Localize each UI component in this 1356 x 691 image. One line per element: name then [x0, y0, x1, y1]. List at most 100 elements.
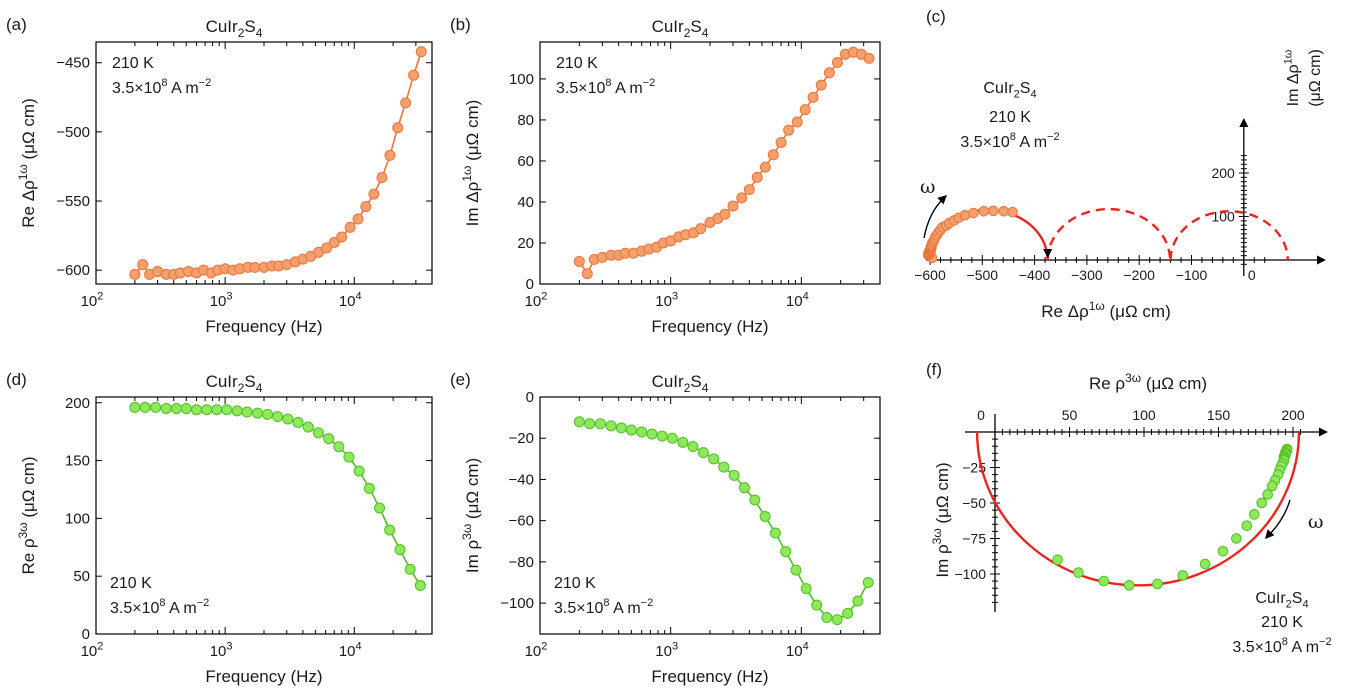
annotation-title: CuIr2S4 — [983, 80, 1036, 100]
data-point — [1248, 509, 1260, 520]
data-point — [211, 404, 223, 416]
x-tick-label: 0 — [977, 407, 985, 423]
x-axis-label: Re Δρ1ω (μΩ cm) — [1041, 299, 1170, 321]
x-axis-label: Frequency (Hz) — [205, 317, 322, 336]
data-point — [323, 433, 335, 445]
data-point — [374, 502, 386, 514]
y-tick-label: −100 — [954, 566, 986, 582]
data-point — [636, 426, 648, 438]
data-point — [408, 69, 420, 81]
data-point — [831, 614, 843, 626]
y-tick-label: −500 — [56, 124, 90, 141]
fit-arc — [926, 208, 1049, 261]
y-tick-label: 100 — [65, 510, 90, 527]
x-tick-label: −100 — [1176, 267, 1208, 283]
data-point — [581, 268, 593, 280]
data-point — [392, 122, 404, 134]
annotation-current-density: 3.5×108 A m−2 — [110, 597, 209, 617]
data-point — [129, 401, 141, 413]
series-line — [134, 406, 422, 586]
panel-label: (b) — [450, 15, 471, 34]
x-tick-label: 0 — [1248, 267, 1256, 283]
omega-label: ω — [920, 176, 936, 198]
data-point — [738, 482, 750, 494]
data-point — [719, 208, 731, 220]
data-point — [344, 221, 356, 233]
data-point — [666, 432, 678, 444]
panel-title: CuIr2S4 — [652, 372, 709, 395]
data-point — [1231, 533, 1242, 544]
data-point — [727, 200, 739, 212]
annotation-title: CuIr2S4 — [1255, 590, 1308, 610]
y-tick-label: 100 — [1211, 209, 1235, 225]
data-point — [656, 430, 668, 442]
data-point — [231, 405, 243, 417]
panel-b: 102 103 104 0 20 40 60 80 100 Frequency (Hz) Im Δρ… — [450, 15, 881, 336]
data-point — [759, 511, 771, 523]
data-point — [775, 136, 787, 148]
data-point — [615, 422, 627, 434]
data-point — [780, 546, 792, 558]
data-point — [718, 461, 730, 473]
x-tick-label: 102 — [81, 641, 104, 660]
series-line — [579, 420, 869, 621]
data-point — [139, 401, 151, 413]
data-point — [1152, 578, 1163, 590]
x-tick-label: 150 — [1207, 407, 1231, 423]
plot-frame — [95, 41, 433, 285]
data-point — [336, 231, 348, 243]
y-tick-label: 100 — [509, 71, 534, 88]
data-point — [384, 149, 396, 161]
data-point — [1266, 480, 1278, 492]
panel-e: 102 103 104 −100 −80 −60 −40 −20 0 Frequency (Hz)… — [450, 370, 881, 686]
data-point — [697, 447, 709, 459]
x-tick-label: 103 — [210, 291, 233, 310]
panel-title: CuIr2S4 — [652, 17, 709, 40]
data-point — [987, 205, 999, 217]
data-point — [842, 607, 854, 619]
x-tick-label: 103 — [655, 641, 678, 660]
x-tick-label: 104 — [339, 641, 362, 660]
x-axis-label: Re ρ3ω (μΩ cm) — [1089, 371, 1207, 393]
y-tick-label: −450 — [56, 55, 90, 72]
data-point — [646, 428, 658, 440]
annotation-current-density: 3.5×108 A m−2 — [112, 77, 211, 97]
x-tick-label: 102 — [81, 291, 104, 310]
data-point — [584, 418, 596, 430]
panel-label: (d) — [6, 370, 27, 389]
data-point — [815, 79, 827, 91]
y-tick-label: 50 — [73, 568, 90, 585]
panel-title: CuIr2S4 — [206, 372, 263, 395]
data-point — [137, 259, 149, 271]
y-tick-label: −75 — [962, 531, 986, 547]
panel-d: 102 103 104 0 50 100 150 200 Frequency (Hz) Re ρ3… — [6, 370, 433, 686]
panel-label: (a) — [6, 15, 27, 34]
data-point — [249, 261, 261, 273]
y-axis-label: Im ρ3ω (μΩ cm) — [930, 462, 952, 577]
y-tick-label: 20 — [517, 235, 534, 252]
annotation-current-density: 3.5×108 A m−2 — [554, 597, 653, 617]
panel-a: 102 103 104 −600 −550 −500 −450 Frequency (Hz) R… — [6, 15, 433, 336]
x-axis-arrow — [1317, 255, 1326, 265]
data-point — [404, 563, 416, 575]
y-axis-label: Im ρ3ω (μΩ cm) — [460, 458, 482, 573]
x-tick-label: −600 — [914, 267, 946, 283]
omega-arrowhead — [1265, 529, 1275, 539]
fit-arc — [1046, 208, 1172, 261]
data-point — [800, 583, 812, 595]
y-axis-label: Re ρ3ω (μΩ cm) — [16, 456, 38, 574]
data-point — [328, 237, 340, 249]
data-point — [302, 421, 314, 433]
fit-arc — [1169, 210, 1289, 261]
x-tick-label: 102 — [525, 641, 548, 660]
data-point — [736, 192, 748, 204]
data-point — [333, 441, 345, 453]
y-tick-label: 40 — [517, 194, 534, 211]
y-tick-label: 60 — [517, 153, 534, 170]
x-tick-label: 104 — [339, 291, 362, 310]
omega-arrowhead — [937, 195, 947, 205]
x-tick-label: 100 — [1132, 407, 1156, 423]
panel-label: (f) — [926, 360, 942, 379]
y-tick-label: 150 — [65, 453, 90, 470]
data-point — [749, 494, 761, 506]
